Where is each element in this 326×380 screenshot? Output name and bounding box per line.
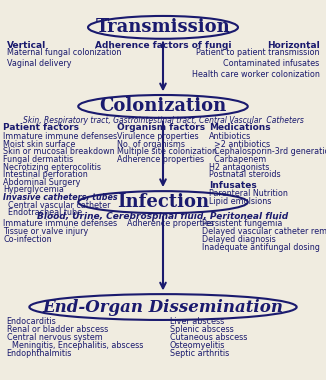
Text: Endocarditis: Endocarditis: [7, 317, 56, 326]
Text: Septic arthritis: Septic arthritis: [170, 349, 229, 358]
Text: Immature immune defenses: Immature immune defenses: [3, 132, 117, 141]
Text: Postnatal steroids: Postnatal steroids: [209, 170, 280, 179]
Text: Central vascular catheter: Central vascular catheter: [3, 201, 111, 210]
Text: Abdominal Surgery: Abdominal Surgery: [3, 178, 81, 187]
Text: Cutaneous abscess: Cutaneous abscess: [170, 333, 247, 342]
Text: Vertical: Vertical: [7, 41, 46, 50]
Text: Moist skin surface: Moist skin surface: [3, 140, 76, 149]
Text: Virulence properties: Virulence properties: [117, 132, 199, 141]
Text: Meningitis, Encephalitis, abscess: Meningitis, Encephalitis, abscess: [7, 341, 143, 350]
Text: Renal or bladder abscess: Renal or bladder abscess: [7, 325, 108, 334]
Text: Splenic abscess: Splenic abscess: [170, 325, 233, 334]
Text: Endophthalmitis: Endophthalmitis: [7, 349, 72, 358]
Text: Colonization: Colonization: [99, 97, 227, 116]
Text: Adherence properties: Adherence properties: [117, 155, 204, 164]
Text: Infection: Infection: [117, 193, 209, 211]
Text: Horizontal: Horizontal: [267, 41, 319, 50]
Text: >2 antibiotics: >2 antibiotics: [209, 140, 270, 149]
Text: Intestinal perforation: Intestinal perforation: [3, 170, 88, 179]
Text: Patient to patient transmission
Contaminated infusates
Health care worker coloni: Patient to patient transmission Contamin…: [192, 48, 319, 79]
Text: Transmission: Transmission: [96, 18, 230, 36]
Text: Liver abscess: Liver abscess: [170, 317, 224, 326]
Text: No. of organisms: No. of organisms: [117, 140, 185, 149]
Text: Delayed vascular catheter removal: Delayed vascular catheter removal: [202, 227, 326, 236]
Text: Medications: Medications: [209, 123, 270, 132]
Text: Adherence properties: Adherence properties: [127, 219, 214, 228]
Text: Immature immune defenses: Immature immune defenses: [3, 219, 117, 228]
Text: H2 antagonists: H2 antagonists: [209, 163, 269, 172]
Text: Osteomyelitis: Osteomyelitis: [170, 341, 225, 350]
Text: Co-infection: Co-infection: [3, 235, 52, 244]
Text: Parenteral Nutrition: Parenteral Nutrition: [209, 189, 288, 198]
Text: Endotracheal tube: Endotracheal tube: [3, 208, 82, 217]
Text: Adherence factors of fungi: Adherence factors of fungi: [95, 41, 231, 50]
Text: Skin or mucosal breakdown: Skin or mucosal breakdown: [3, 147, 115, 157]
Text: Carbapenem: Carbapenem: [209, 155, 266, 164]
Text: Necrotizing enterocolitis: Necrotizing enterocolitis: [3, 163, 101, 172]
Text: Skin, Respiratory tract, Gastrointestinal tract, Central Vascular  Catheters: Skin, Respiratory tract, Gastrointestina…: [22, 116, 304, 125]
Text: Patient factors: Patient factors: [3, 123, 79, 132]
Text: Lipid emulsions: Lipid emulsions: [209, 197, 271, 206]
Text: Invasive catheters, tubes: Invasive catheters, tubes: [3, 193, 118, 202]
Text: Inadequate antifungal dosing: Inadequate antifungal dosing: [202, 243, 320, 252]
Text: Hyperglycemia: Hyperglycemia: [3, 185, 64, 195]
Text: Persistent fungemia: Persistent fungemia: [202, 219, 283, 228]
Text: Maternal fungal colonization
Vaginal delivery: Maternal fungal colonization Vaginal del…: [7, 48, 121, 68]
Text: Cephalosporin-3rd generation: Cephalosporin-3rd generation: [209, 147, 326, 157]
Text: Blood, Urine, Cerebrospinal fluid, Peritoneal fluid: Blood, Urine, Cerebrospinal fluid, Perit…: [37, 212, 289, 221]
Text: Infusates: Infusates: [209, 181, 256, 190]
Text: Delayed diagnosis: Delayed diagnosis: [202, 235, 276, 244]
Text: Multiple site colonization: Multiple site colonization: [117, 147, 217, 157]
Text: End-Organ Dissemination: End-Organ Dissemination: [42, 299, 284, 315]
Text: Antibiotics: Antibiotics: [209, 132, 251, 141]
Text: Organism factors: Organism factors: [117, 123, 205, 132]
Text: Central nervous system: Central nervous system: [7, 333, 102, 342]
Text: Fungal dermatitis: Fungal dermatitis: [3, 155, 73, 164]
Text: Tissue or valve injury: Tissue or valve injury: [3, 227, 89, 236]
